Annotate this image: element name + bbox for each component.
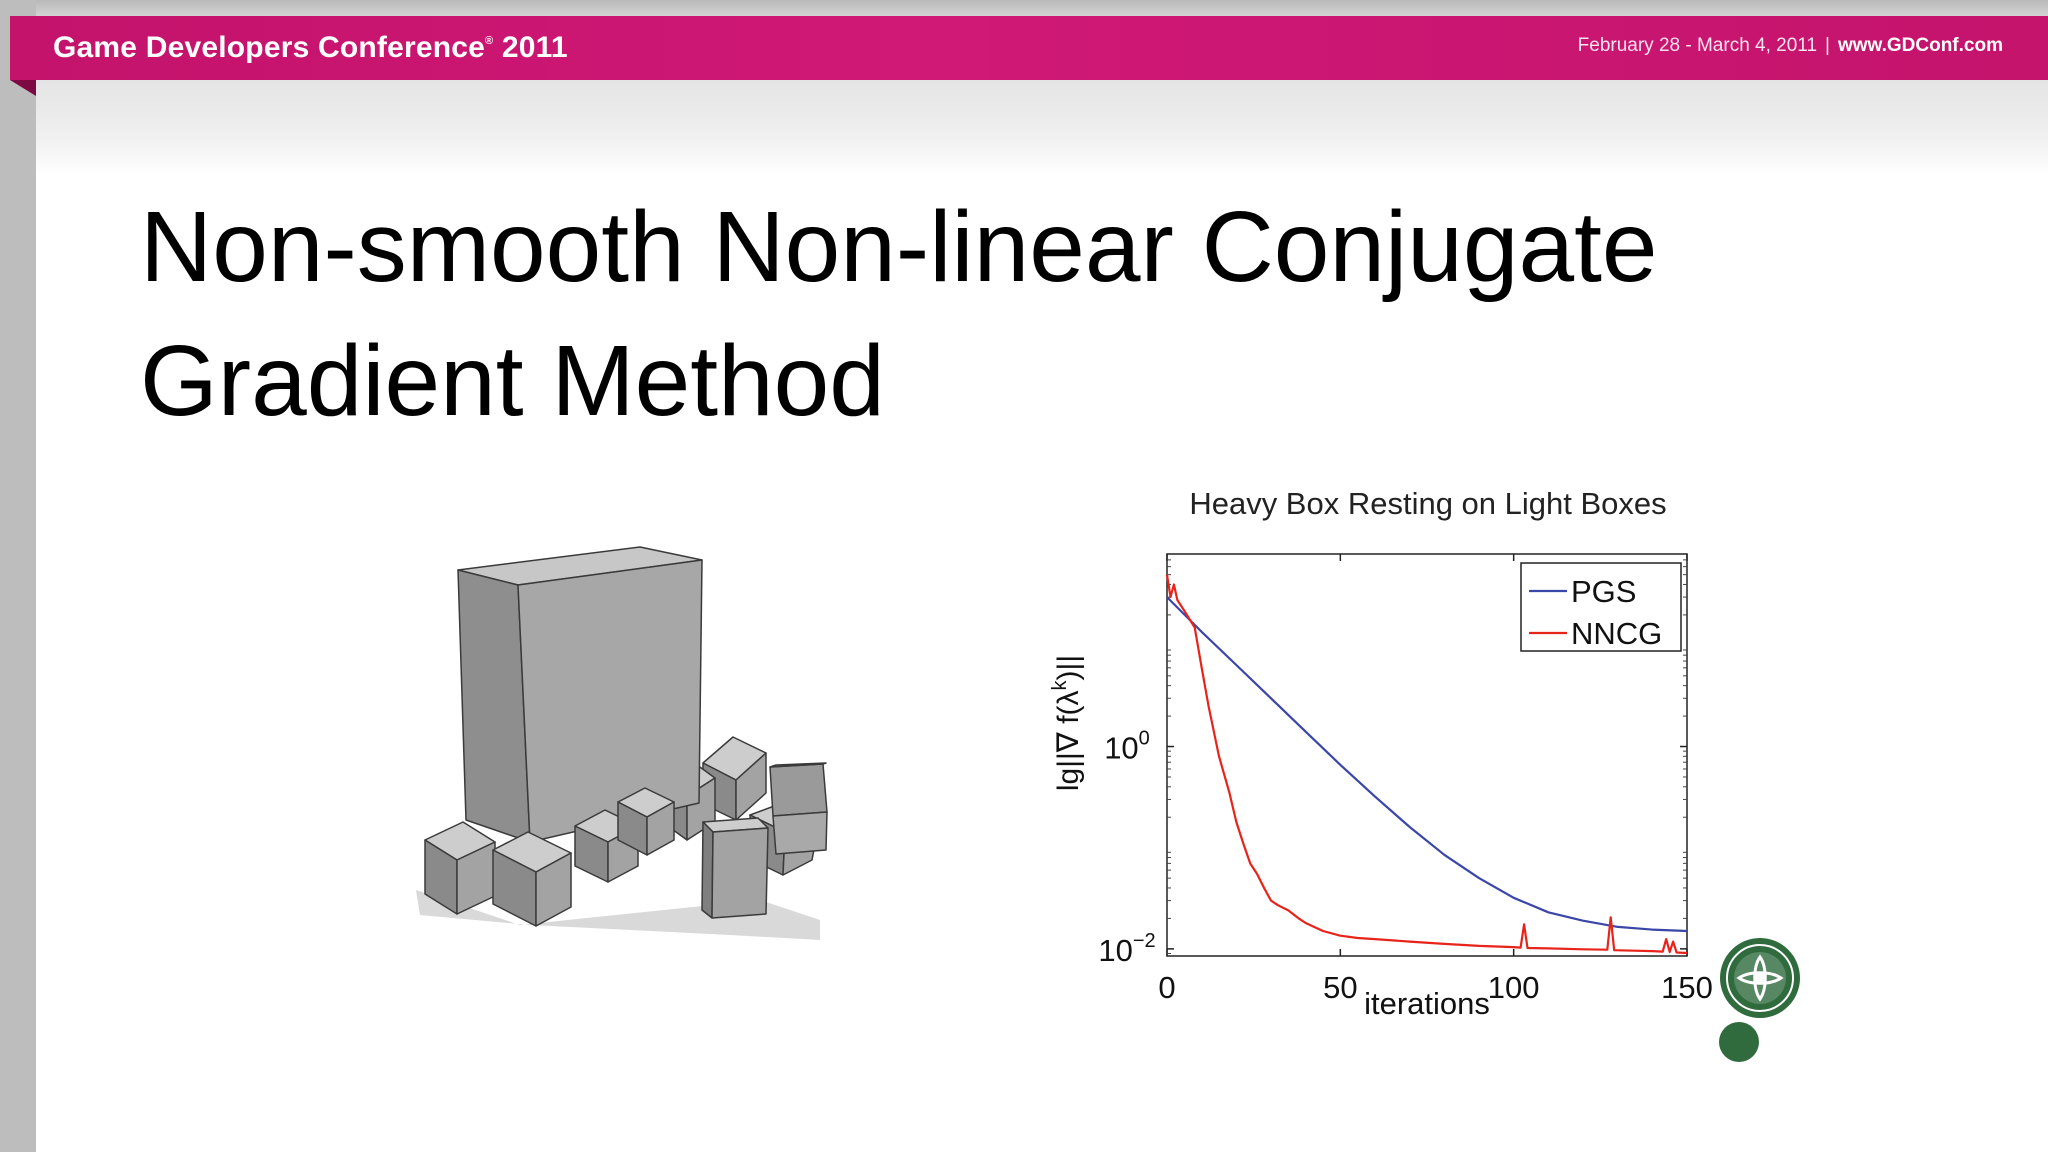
chart-title: Heavy Box Resting on Light Boxes bbox=[1189, 490, 1666, 521]
banner-fold bbox=[10, 80, 36, 96]
light-box-7 bbox=[769, 762, 828, 855]
title-line-2: Gradient Method bbox=[140, 325, 885, 437]
legend-label: NNCG bbox=[1571, 616, 1662, 651]
left-rail bbox=[0, 0, 36, 1152]
x-tick-label: 50 bbox=[1323, 970, 1357, 1005]
x-axis-ticks: 0 50 100 150 bbox=[1158, 554, 1713, 1005]
header-separator: | bbox=[1825, 35, 1830, 56]
conference-dates: February 28 - March 4, 2011 bbox=[1577, 35, 1818, 56]
x-tick-label: 0 bbox=[1158, 970, 1175, 1005]
y-tick-label: 10−2 bbox=[1098, 930, 1155, 968]
chart-legend: PGS NNCG bbox=[1520, 562, 1682, 652]
header-banner bbox=[10, 16, 2048, 80]
y-tick-label: 100 bbox=[1104, 728, 1150, 766]
x-axis-label: iterations bbox=[1364, 986, 1490, 1021]
conference-year: 2011 bbox=[501, 31, 568, 64]
conference-website[interactable]: www.GDConf.com bbox=[1837, 35, 2003, 56]
title-line-1: Non-smooth Non-linear Conjugate bbox=[140, 191, 1658, 303]
registered-mark: ® bbox=[485, 35, 494, 47]
stacked-boxes-render-icon bbox=[416, 546, 828, 940]
legend-label: PGS bbox=[1571, 574, 1636, 609]
light-box-8 bbox=[701, 817, 769, 919]
series-line-nncg bbox=[1165, 574, 1688, 955]
light-box-2 bbox=[492, 831, 572, 927]
box-shadows bbox=[416, 890, 820, 940]
heavy-box bbox=[457, 546, 703, 843]
y-axis-ticks: 100 10−2 bbox=[1098, 559, 1687, 968]
light-box-5 bbox=[617, 787, 675, 856]
slide-title: Non-smooth Non-linear Conjugate Gradient … bbox=[140, 180, 1940, 448]
convergence-chart: Heavy Box Resting on Light Boxes 0 50 100 1… bbox=[1049, 490, 1713, 1021]
series-layer bbox=[1165, 574, 1688, 955]
x-tick-label: 100 bbox=[1488, 970, 1540, 1005]
y-axis-label: lg||∇ f(λk)|| bbox=[1049, 655, 1085, 791]
x-tick-label: 150 bbox=[1661, 970, 1713, 1005]
university-seal-icon bbox=[1719, 938, 1800, 1062]
light-box-1 bbox=[424, 821, 496, 915]
conference-label: Game Developers Conference bbox=[53, 31, 486, 64]
conference-name: Game Developers Conference® 2011 bbox=[53, 31, 568, 65]
legend-box bbox=[1520, 562, 1682, 652]
conference-info: February 28 - March 4, 2011 | www.GDConf.c… bbox=[1578, 35, 2003, 57]
series-line-pgs bbox=[1166, 596, 1688, 933]
